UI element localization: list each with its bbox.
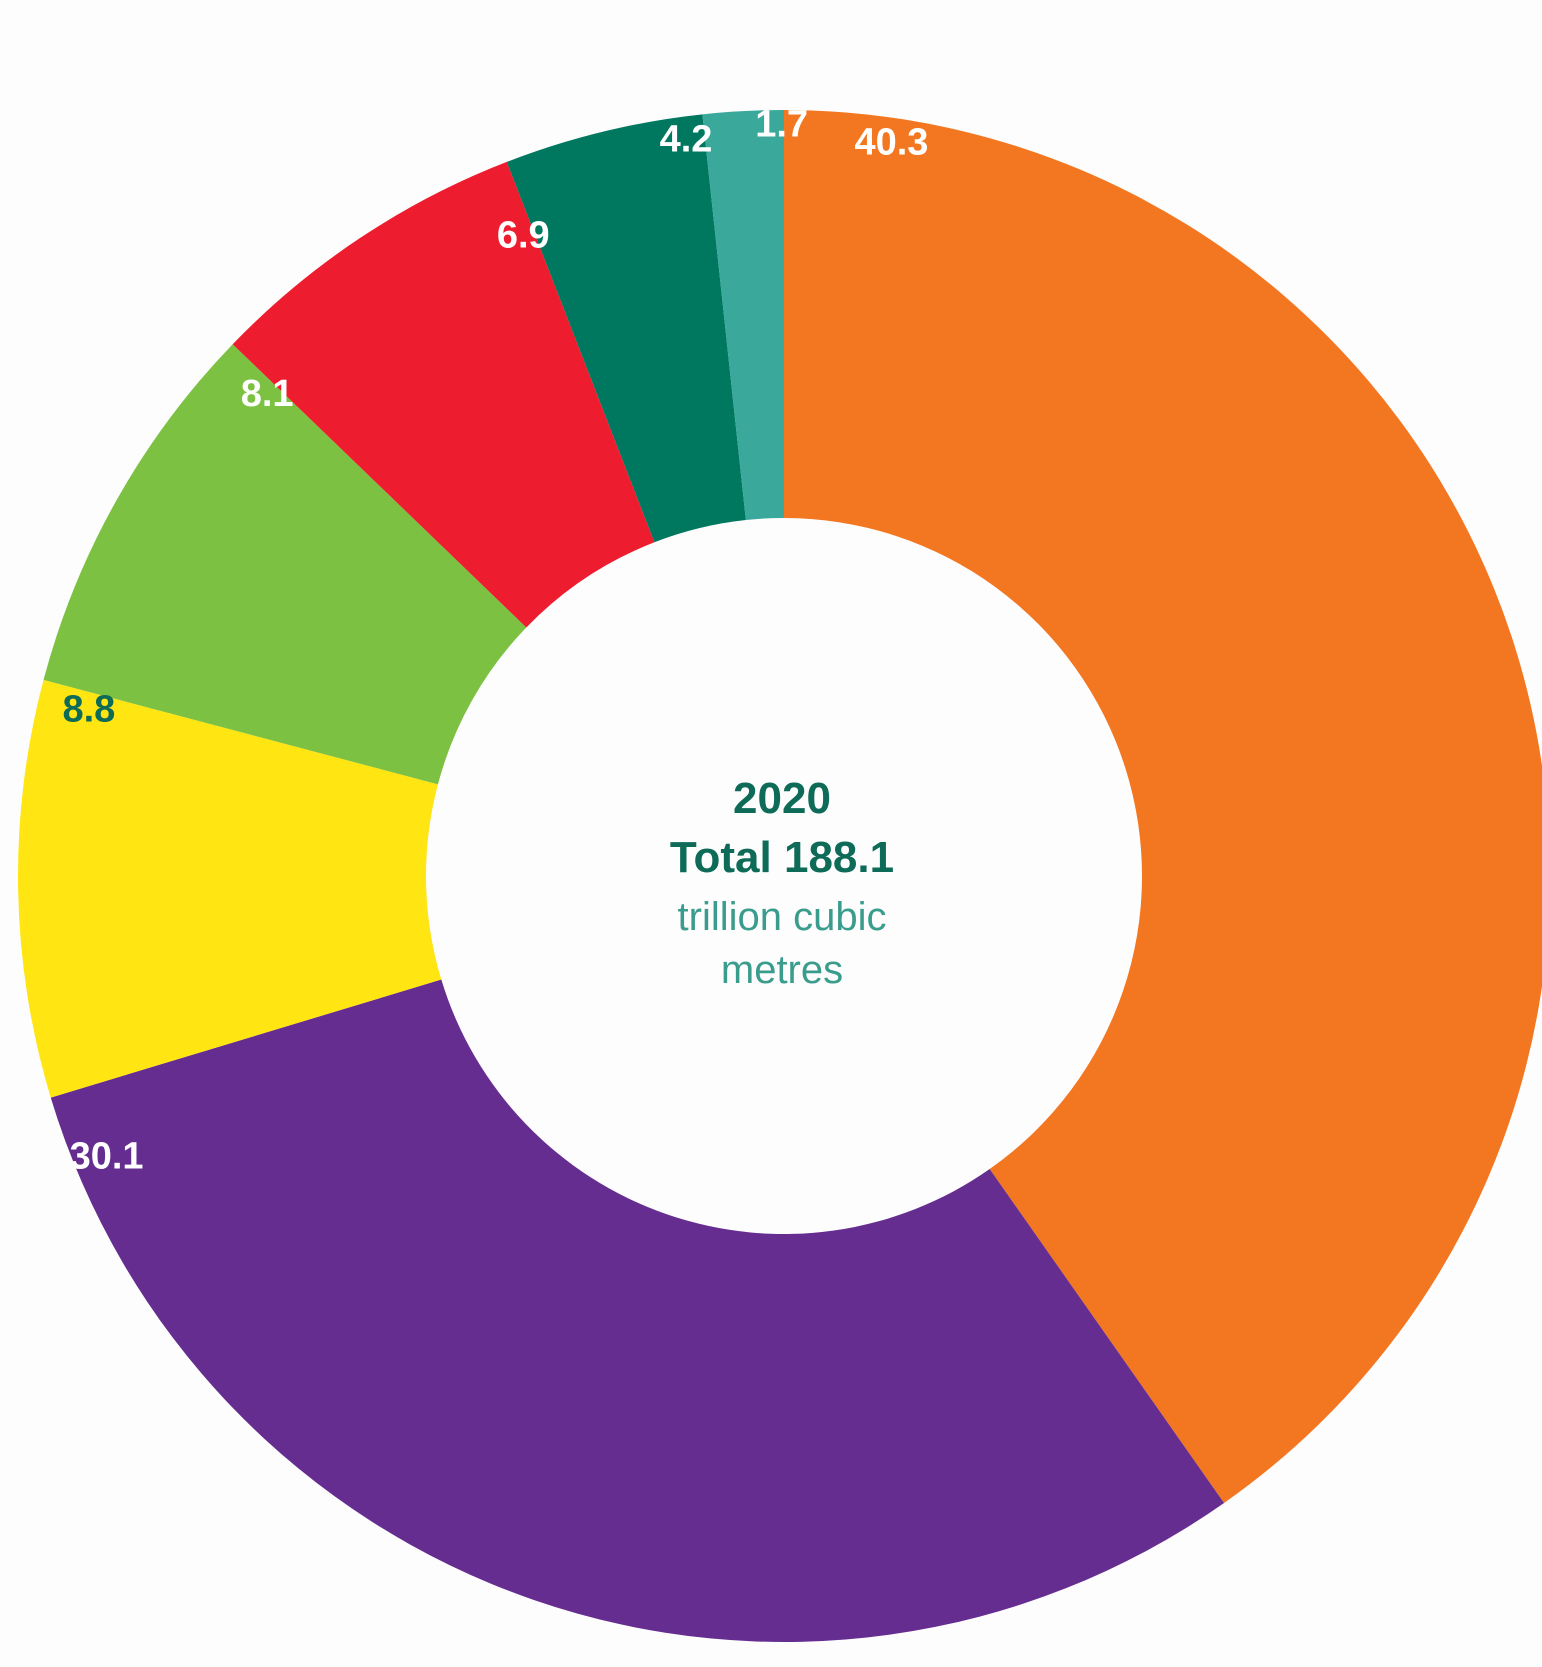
slice-label-30-1: 30.1	[70, 1136, 144, 1178]
donut-slice-6-9	[232, 161, 655, 628]
donut-slice-8-1	[43, 344, 527, 785]
donut-slices	[18, 110, 1542, 1642]
center-year: 2020	[733, 774, 831, 823]
slice-label-8-1: 8.1	[241, 373, 294, 415]
slice-label-40-3: 40.3	[854, 121, 928, 163]
donut-slice-40-3	[784, 110, 1542, 1503]
slice-label-1-7: 1.7	[755, 104, 808, 146]
center-unit-line-1: trillion cubic	[678, 895, 887, 939]
donut-slice-8-8	[18, 679, 442, 1098]
donut-center: 2020 Total 188.1 trillion cubic metres	[670, 774, 894, 992]
slice-label-4-2: 4.2	[660, 118, 713, 160]
center-total: Total 188.1	[670, 833, 894, 882]
donut-slice-1-7	[702, 110, 784, 521]
donut-labels: 40.3 30.1 8.8 8.1 6.9 4.2 1.7	[62, 104, 928, 1178]
slice-label-8-8: 8.8	[62, 689, 115, 731]
slice-label-6-9: 6.9	[497, 215, 550, 257]
donut-slice-4-2	[506, 114, 746, 543]
donut-slice-30-1	[50, 979, 1225, 1642]
center-unit-line-2: metres	[721, 948, 843, 992]
